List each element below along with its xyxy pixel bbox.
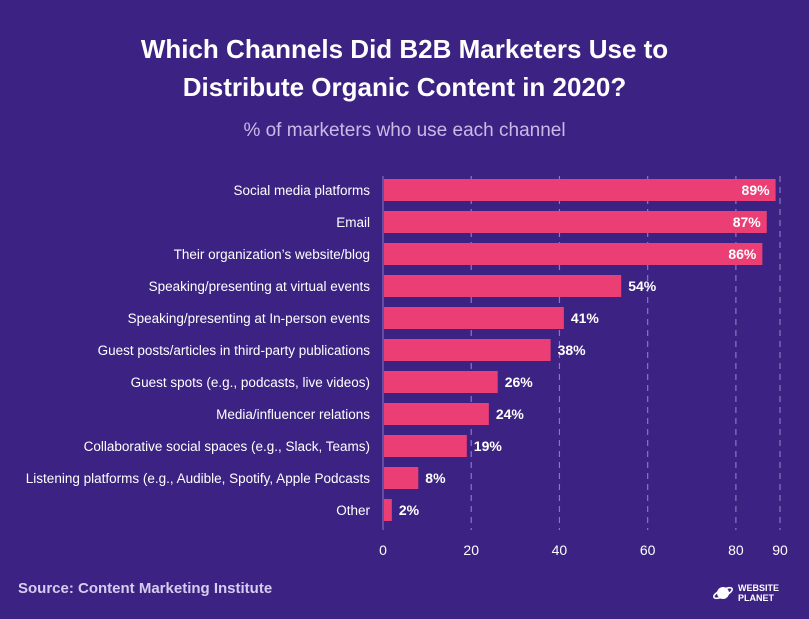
category-label: Listening platforms (e.g., Audible, Spot…	[26, 471, 370, 486]
category-label: Speaking/presenting at virtual events	[149, 279, 371, 294]
chart-title-line-1: Which Channels Did B2B Marketers Use to	[140, 34, 669, 64]
data-label: 87%	[733, 214, 762, 230]
bar	[384, 467, 419, 489]
bar	[384, 499, 392, 521]
chart-subtitle: % of marketers who use each channel	[243, 120, 566, 141]
x-tick-label: 20	[463, 542, 479, 558]
bar	[384, 371, 498, 393]
bar	[384, 403, 489, 425]
logo-line-1: WEBSITE	[738, 583, 780, 593]
logo-text: WEBSITE PLANET	[738, 583, 779, 603]
category-label: Speaking/presenting at In-person events	[128, 311, 371, 326]
x-axis: 0 20 40 60 80 90	[379, 542, 788, 558]
chart-title-line-2: Distribute Organic Content in 2020?	[182, 72, 627, 102]
data-label: 26%	[505, 374, 534, 390]
category-label: Collaborative social spaces (e.g., Slack…	[84, 439, 370, 454]
data-label: 2%	[399, 502, 420, 518]
bar	[384, 275, 622, 297]
category-label: Social media platforms	[233, 183, 370, 198]
category-label: Guest posts/articles in third-party publ…	[98, 343, 371, 358]
x-tick-label: 0	[379, 542, 387, 558]
data-label: 41%	[571, 310, 600, 326]
bar	[384, 307, 564, 329]
data-label: 8%	[425, 470, 446, 486]
x-tick-label: 60	[640, 542, 656, 558]
website-planet-logo: WEBSITE PLANET	[712, 578, 792, 608]
bar	[384, 339, 551, 361]
data-label: 54%	[628, 278, 657, 294]
data-label: 19%	[474, 438, 503, 454]
bar	[384, 179, 776, 201]
data-label: 24%	[496, 406, 525, 422]
planet-icon	[713, 586, 733, 600]
category-label: Their organization’s website/blog	[174, 247, 370, 262]
category-label: Media/influencer relations	[216, 407, 370, 422]
bar	[384, 211, 767, 233]
category-label: Guest spots (e.g., podcasts, live videos…	[131, 375, 370, 390]
x-tick-label: 90	[772, 542, 788, 558]
category-label: Email	[336, 215, 370, 230]
x-tick-label: 40	[552, 542, 568, 558]
grid-layer	[382, 176, 781, 530]
data-label: 89%	[742, 182, 771, 198]
category-label: Other	[336, 503, 370, 518]
bar	[384, 435, 467, 457]
logo-line-2: PLANET	[738, 593, 774, 603]
source-note: Source: Content Marketing Institute	[18, 580, 273, 597]
data-label: 38%	[558, 342, 587, 358]
x-tick-label: 80	[728, 542, 744, 558]
chart-title: Which Channels Did B2B Marketers Use to …	[0, 30, 809, 106]
label-layer: Social media platforms 89% Email 87% Their o…	[26, 182, 770, 518]
data-label: 86%	[728, 246, 757, 262]
bar	[384, 243, 763, 265]
bar-layer	[384, 179, 776, 521]
